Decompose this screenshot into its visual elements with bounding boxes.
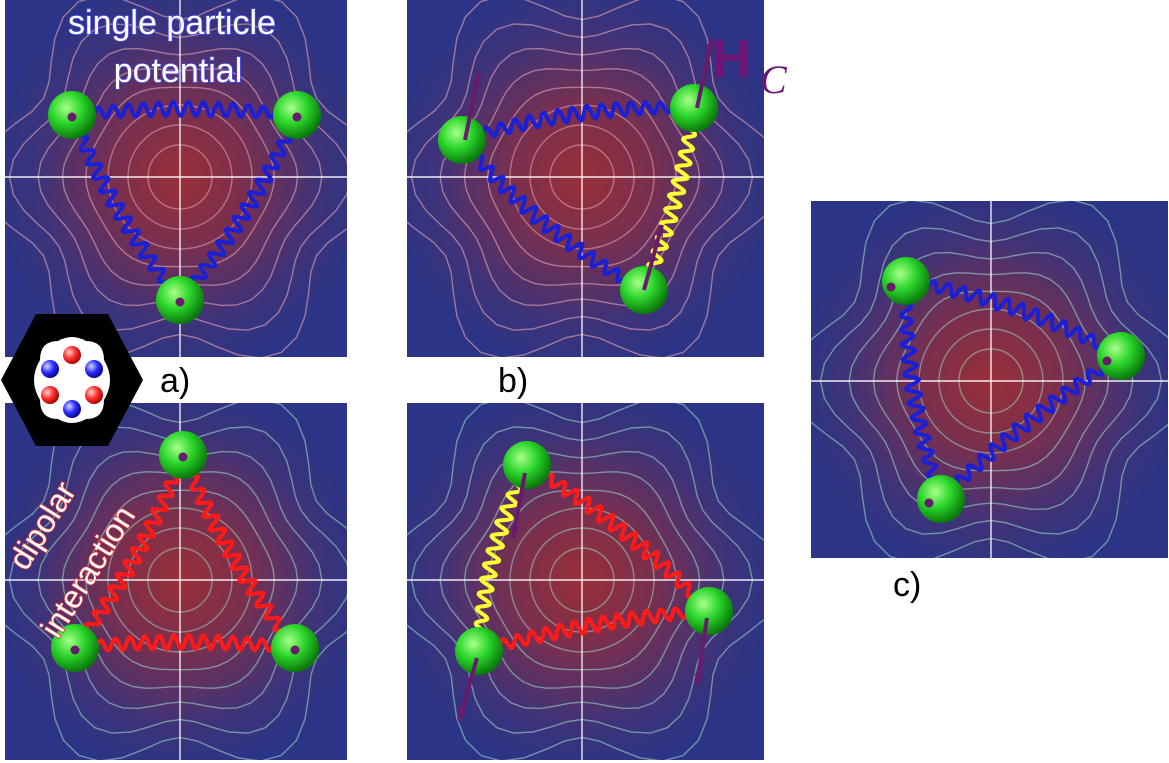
spin-dot — [178, 452, 188, 462]
panel-b-bottom-figure — [407, 403, 764, 760]
spring-blue — [179, 113, 298, 302]
spin-dot — [292, 112, 302, 122]
spin-dot — [924, 498, 934, 508]
spin-dot — [67, 112, 77, 122]
spring-blue — [940, 353, 1122, 501]
panel-b-top — [407, 0, 764, 357]
spring-blue — [904, 277, 1123, 357]
spin-dot — [886, 282, 896, 292]
particle — [503, 441, 551, 489]
particle — [438, 116, 486, 164]
particle — [882, 257, 930, 305]
panel-c — [811, 201, 1168, 558]
spin-arrow-head — [694, 673, 703, 685]
particle — [455, 627, 503, 675]
particle — [1097, 332, 1145, 380]
spin-arrow-head — [705, 38, 714, 50]
spring-red — [74, 453, 185, 650]
label-a: a) — [160, 362, 191, 400]
contour-line — [811, 201, 1168, 558]
spin-dot — [1102, 356, 1112, 366]
label-b: b) — [498, 362, 529, 400]
spring-red — [525, 464, 711, 612]
contour-line — [5, 403, 347, 760]
spin-arrow-head — [655, 225, 663, 237]
panel-c-figure — [811, 201, 1168, 558]
panel-a-bottom — [5, 403, 347, 760]
particle — [917, 475, 965, 523]
label-c: c) — [893, 566, 922, 604]
panel-background — [407, 0, 764, 357]
panel-background — [407, 403, 764, 760]
spring-yellow — [473, 463, 529, 653]
hexagon-molecule-icon — [0, 311, 145, 449]
spring-blue — [898, 279, 945, 500]
spin-arrow-head — [458, 709, 467, 721]
contour-line — [407, 0, 764, 357]
spring-blue — [460, 139, 646, 291]
contour-line — [5, 0, 347, 357]
spin-dot — [290, 645, 300, 655]
hc-sub: C — [760, 57, 787, 102]
spin-dot — [175, 297, 185, 307]
spin-dot — [70, 645, 80, 655]
hc-annotation: H C — [712, 28, 792, 102]
panel-a-top-figure — [5, 0, 347, 357]
panel-a-bottom-figure — [5, 403, 347, 760]
panel-a-top — [5, 0, 347, 357]
spring-blue — [70, 100, 299, 120]
spin-arrow-head — [511, 526, 520, 538]
spin-arrow-head — [472, 72, 481, 84]
spin-arrow — [695, 37, 714, 109]
particle — [685, 587, 733, 635]
spin-arrow — [695, 617, 709, 686]
spring-red — [179, 454, 298, 649]
contour-line — [407, 403, 764, 760]
spring-red — [73, 633, 297, 653]
hc-main: H — [712, 29, 751, 89]
spring-red — [478, 605, 711, 655]
spring-blue — [68, 114, 183, 301]
spring-blue — [461, 100, 696, 144]
spring-yellow — [642, 106, 699, 292]
spin-arrow — [463, 71, 481, 141]
particle — [670, 84, 718, 132]
panel-b-bottom — [407, 403, 764, 760]
panel-b-top-figure — [407, 0, 764, 357]
